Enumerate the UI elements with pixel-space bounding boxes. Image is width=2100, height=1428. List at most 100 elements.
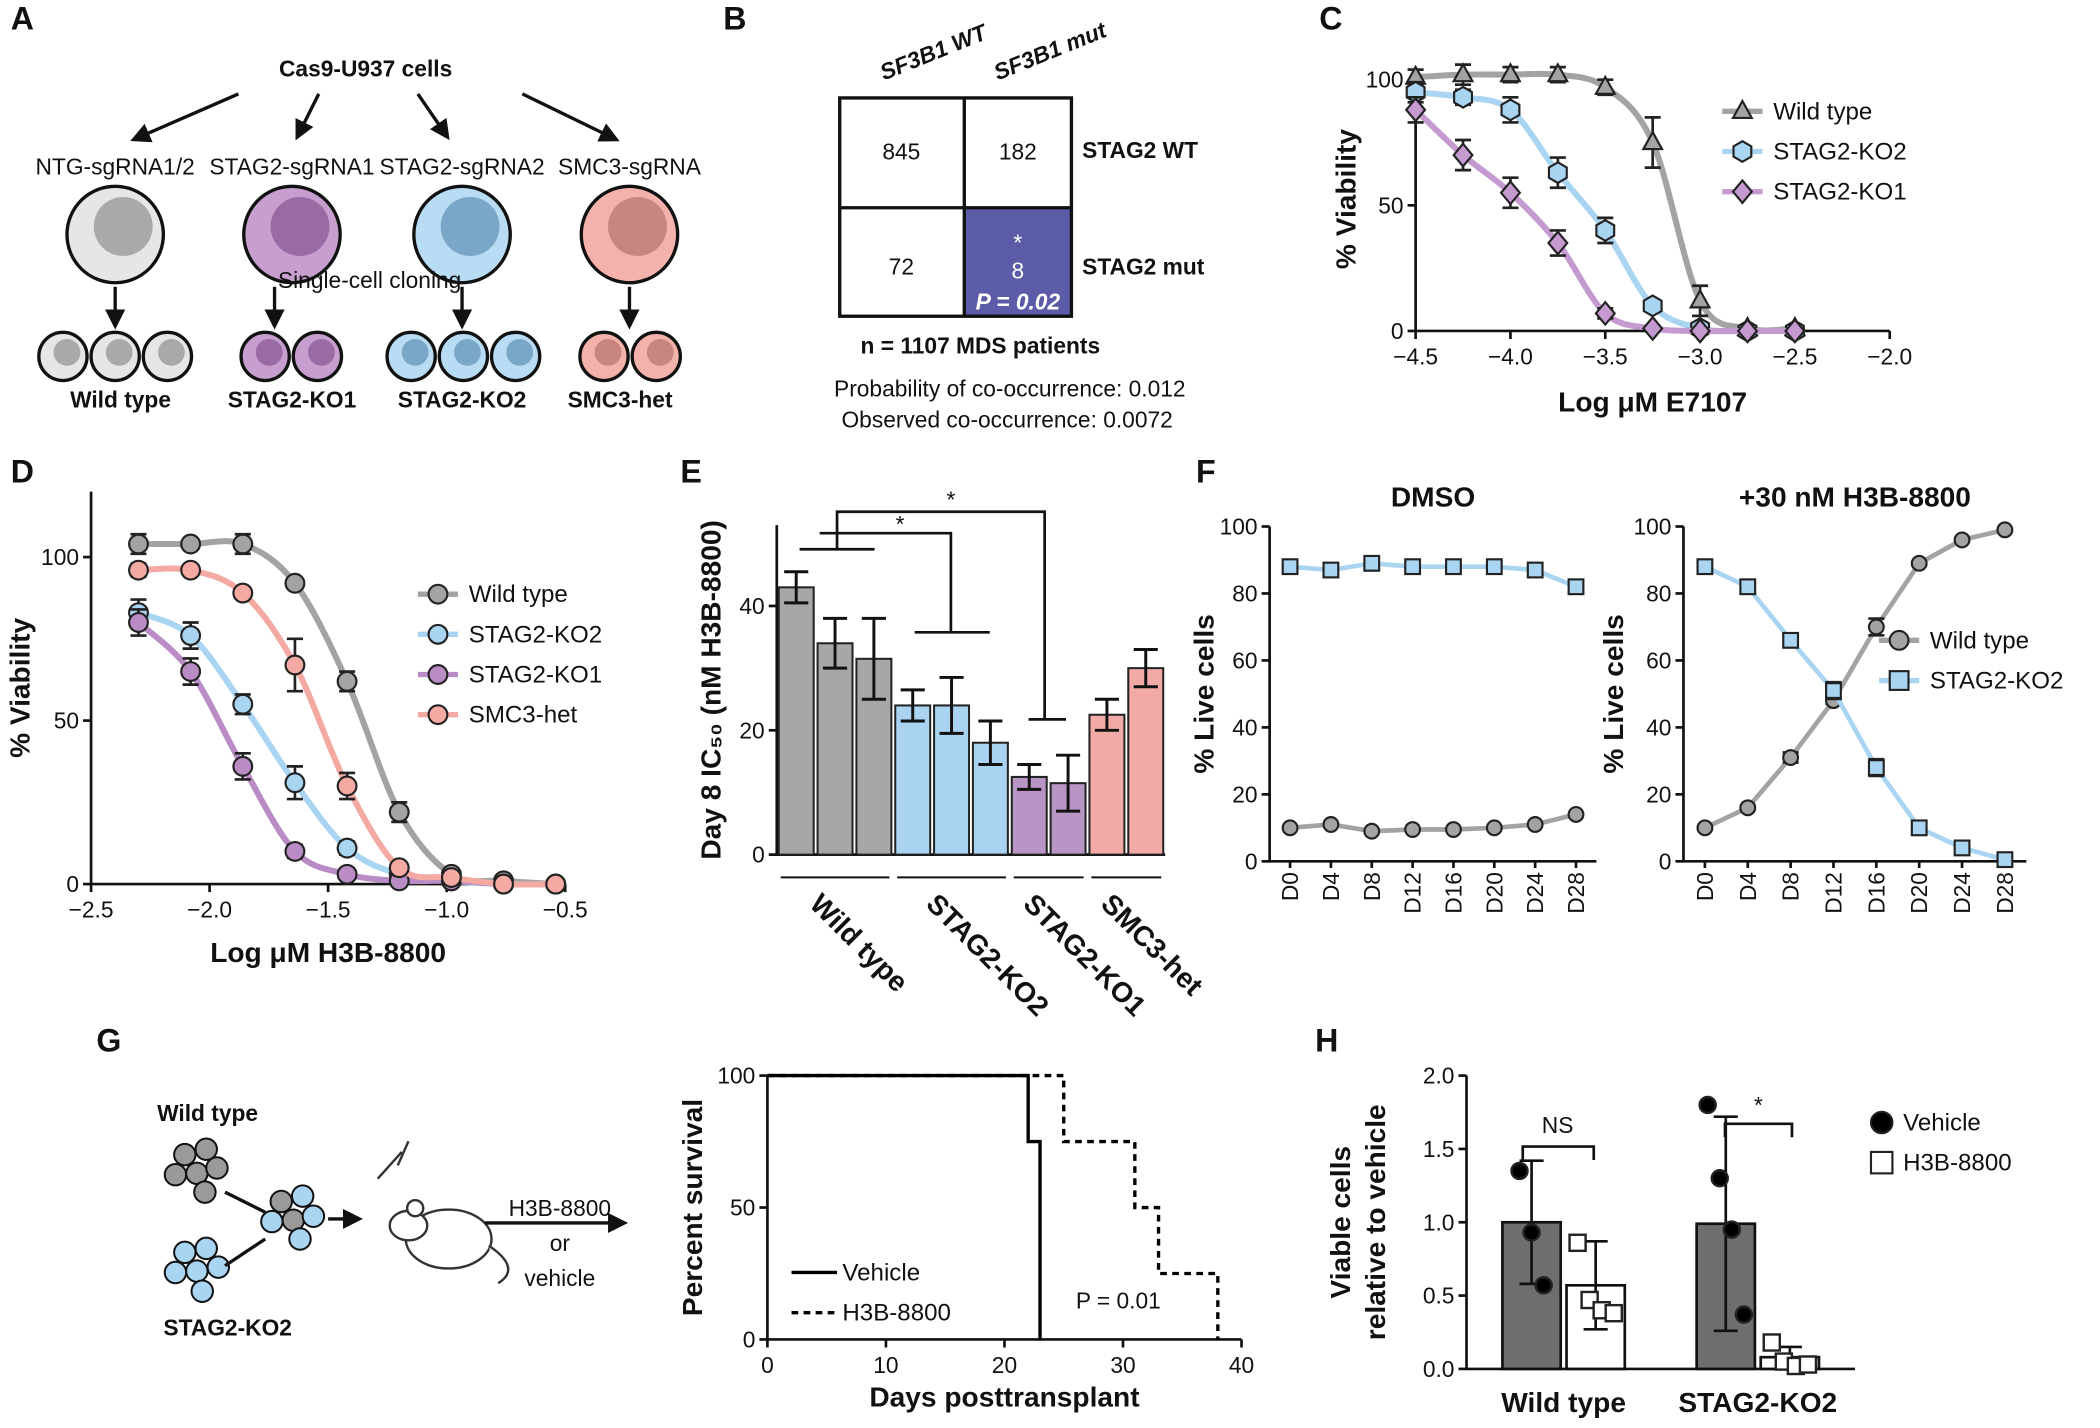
marker [1547,230,1569,256]
legend-label: SMC3-het [469,702,578,729]
x-tick-label: −0.5 [543,897,588,923]
x-tick-label: −3.5 [1583,343,1628,369]
y-axis-title: % Viability [1330,129,1361,269]
error-bar [939,675,964,735]
bar [1088,713,1126,856]
error-bar [784,570,809,605]
legend-label: Vehicle [1903,1110,1981,1137]
y-tick-label: 0 [743,1326,756,1352]
marker [1953,839,1971,857]
category-label: STAG2-KO2 [1678,1387,1837,1418]
x-tick-label: 10 [873,1352,898,1378]
guide-label: STAG2-sgRNA2 [379,153,544,179]
x-tick-label: 20 [992,1352,1017,1378]
marker [1642,294,1663,318]
marker [1739,799,1757,817]
row-header: STAG2 WT [1082,137,1198,163]
note: Probability of co-occurrence: 0.012 [834,376,1186,402]
y-tick-label: 20 [1646,781,1671,807]
error-bar [1017,763,1042,791]
marker [1281,819,1299,837]
marker [1869,1150,1894,1175]
bar [816,642,854,856]
cell-clusters [163,1137,326,1303]
error-bar [861,616,886,701]
note: Observed co-occurrence: 0.0072 [841,406,1172,432]
marker [1696,558,1714,576]
panel-label: G [96,1023,121,1059]
table-cell: 8 [1012,258,1025,284]
marker [1567,578,1585,596]
legend-label: STAG2-KO2 [469,621,602,648]
annotation: NS [1542,1112,1574,1138]
x-tick-label: D28 [1992,872,2018,914]
x-tick-label: −3.0 [1678,343,1723,369]
x-tick-label: −2.5 [1772,343,1817,369]
marker [180,625,202,647]
arrow [224,1190,359,1268]
panel-label: F [1196,453,1216,489]
x-tick-label: 0 [761,1352,774,1378]
marker [1784,318,1806,344]
y-tick-label: 1.0 [1423,1209,1455,1235]
marker [427,664,449,685]
marker [1688,288,1712,309]
cell-icons [37,184,683,383]
marker [1445,821,1462,838]
marker [1722,1220,1742,1239]
y-tick-label: 60 [1646,647,1671,673]
arrow [295,93,321,141]
marker [128,559,149,581]
marker [1445,558,1462,576]
marker [493,873,514,895]
marker [180,661,202,682]
marker [1996,851,2014,869]
marker [1404,558,1422,576]
legend-label: STAG2-KO1 [469,662,602,689]
guide-label: STAG2-sgRNA1 [209,153,374,179]
y-tick-label: 50 [54,708,79,734]
x-tick-label: D4 [1735,872,1761,901]
x-tick-label: −1.0 [424,897,469,923]
x-tick-label: D12 [1400,872,1426,914]
marker [1710,1169,1729,1188]
legend-label: Wild type [469,581,568,608]
marker [1485,819,1503,837]
arrow [416,92,450,141]
marker [1485,558,1503,576]
x-tick-label: −4.0 [1488,343,1533,369]
bar [777,586,815,856]
y-tick-label: 80 [1646,581,1671,607]
y-tick-label: 1.5 [1423,1136,1455,1162]
legend-label: H3B-8800 [842,1300,951,1327]
series-line [1415,89,1795,335]
y-tick-label: 80 [1232,581,1257,607]
marker [1696,819,1714,837]
treatment-label: H3B-8800 [509,1195,611,1221]
y-axis-title: % Live cells [1598,614,1629,773]
marker [1888,629,1910,651]
line-label: STAG2-KO1 [228,386,357,412]
marker [1546,62,1570,83]
diagram-g: Wild type STAG2-KO2 H3B-8800 or vehicle [157,1100,629,1340]
marker [1867,759,1885,777]
legend-label: STAG2-KO2 [1930,668,2063,695]
bracket [799,510,1067,721]
table-grid [839,97,1072,317]
row-header: STAG2 mut [1082,254,1205,280]
marker [1594,74,1617,95]
marker [1689,318,1711,344]
marker [1404,821,1422,838]
guide-label: SMC3-sgRNA [558,153,702,179]
marker [232,755,254,777]
x-axis-title: Days posttransplant [869,1381,1140,1412]
marker [1452,142,1474,168]
marker [1731,178,1754,205]
legend-label: Wild type [1930,627,2029,654]
y-axis-title: Viable cells [1325,1146,1356,1299]
guide-label: NTG-sgRNA1/2 [36,153,195,179]
legend-label: STAG2-KO2 [1773,139,1906,166]
marker [1322,561,1340,579]
y-axis-title: Day 8 IC₅₀ (nM H3B-8800) [696,520,727,860]
legend-label: Wild type [1773,98,1872,125]
